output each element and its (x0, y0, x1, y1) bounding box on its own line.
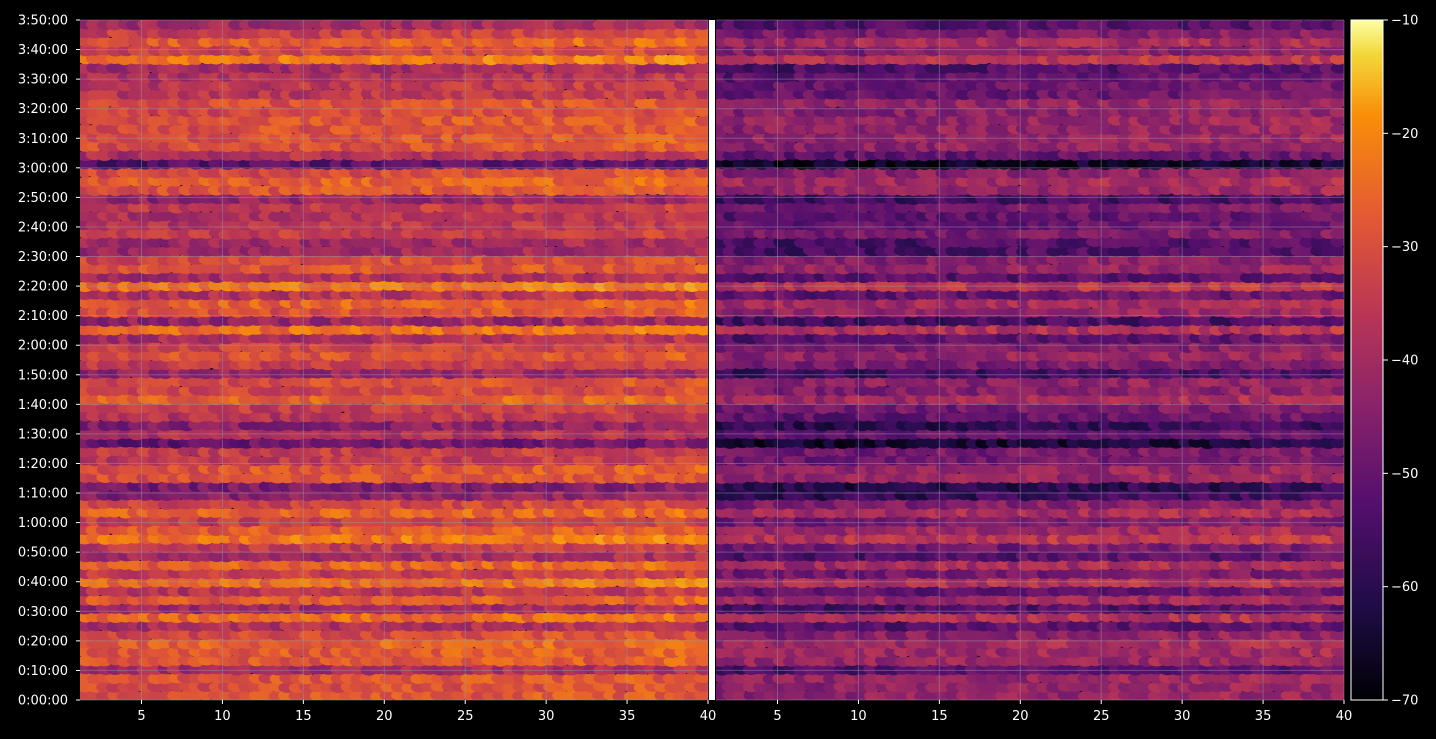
heatmap-cell (693, 533, 708, 545)
left-panel (80, 19, 709, 701)
heatmap-cell (694, 637, 708, 649)
heatmap-cell (694, 689, 708, 700)
heatmap-cell (695, 602, 708, 614)
left-panel-marks (80, 20, 708, 700)
heatmap-cell (694, 497, 708, 509)
heatmap-cell (694, 472, 708, 483)
heatmap-cell (693, 507, 708, 519)
heatmap-cell (694, 681, 708, 692)
heatmap-cell (693, 646, 708, 657)
heatmap-cell (694, 551, 708, 562)
heatmap-cell (694, 20, 708, 30)
heatmap-cell (693, 620, 708, 632)
heatmap-cell (693, 524, 708, 536)
heatmap-cell (298, 594, 316, 606)
heatmap-cell (693, 567, 708, 579)
heatmap-cell (695, 664, 708, 676)
heatmap-cell (694, 577, 708, 588)
heatmap-cell (693, 559, 708, 571)
heatmap-cell (695, 655, 708, 667)
right-panel-marks (716, 20, 1344, 700)
heatmap-cell (693, 481, 708, 492)
heatmap-cell (694, 516, 708, 527)
heatmap-cell (694, 298, 708, 310)
right-panel (716, 19, 1345, 701)
heatmap-cell (693, 611, 708, 622)
heatmap-cell (419, 533, 438, 544)
heatmap-cell (695, 586, 708, 598)
heatmap-cell (694, 341, 708, 353)
heatmap-cell (695, 629, 708, 640)
heatmap-cell (694, 489, 708, 501)
